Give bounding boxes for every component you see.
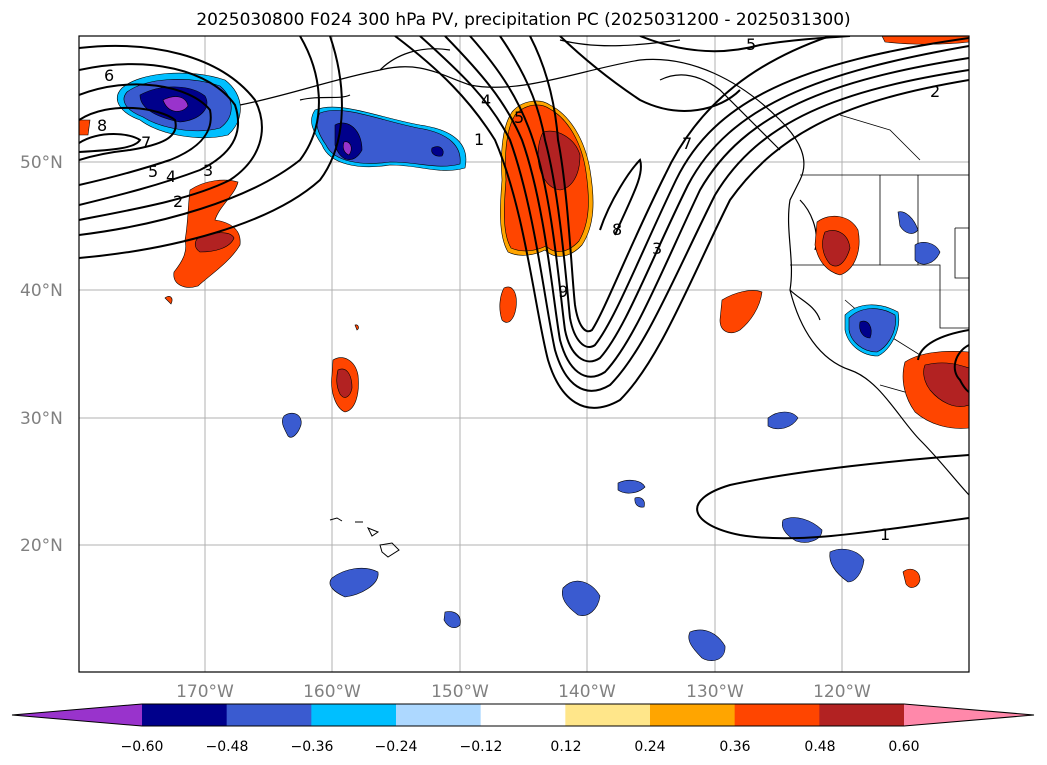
lon-label: 160°W: [303, 682, 361, 702]
lat-label: 30°N: [20, 409, 63, 429]
colorbar: [11, 703, 1035, 727]
lon-label: 150°W: [431, 682, 489, 702]
colorbar-tick-label: 0.24: [634, 739, 665, 755]
contour-label: 4: [481, 91, 491, 110]
colorbar-swatch: [480, 704, 566, 726]
contour-label: 3: [203, 161, 213, 180]
pv-contour-labels: 6 8 7 5 4 3 2 4 5 1 7 8 3 9 5 2 1: [97, 35, 940, 544]
contour-label: 5: [746, 35, 756, 54]
colorbar-swatch: [142, 704, 228, 726]
contour-label: 4: [166, 167, 176, 186]
contour-label: 1: [880, 525, 890, 544]
colorbar-tick-label: −0.36: [291, 739, 334, 755]
contour-label: 5: [148, 162, 158, 181]
lat-label: 50°N: [20, 153, 63, 173]
colorbar-tick-label: −0.48: [206, 739, 249, 755]
colorbar-tick-label: 0.12: [550, 739, 581, 755]
contour-label: 5: [514, 108, 524, 127]
colorbar-ticks: −0.60 −0.48 −0.36 −0.24 −0.12 0.12 0.24 …: [121, 739, 920, 755]
colorbar-tick-label: −0.12: [460, 739, 503, 755]
colorbar-swatch: [650, 704, 736, 726]
colorbar-tick-label: 0.48: [804, 739, 835, 755]
lon-label: 140°W: [558, 682, 616, 702]
colorbar-swatch: [565, 704, 651, 726]
positive-anomaly-areas: [79, 36, 969, 588]
colorbar-tick-label: 0.60: [888, 739, 919, 755]
colorbar-outline: [11, 703, 1035, 727]
contour-label: 8: [612, 220, 622, 239]
contour-label: 7: [682, 134, 692, 153]
colorbar-swatch: [226, 704, 312, 726]
contour-label: 6: [104, 66, 114, 85]
lon-label: 130°W: [686, 682, 744, 702]
lon-label: 120°W: [813, 682, 871, 702]
map-frame: [78, 35, 970, 673]
map-title: 2025030800 F024 300 hPa PV, precipitatio…: [196, 10, 851, 30]
contour-label: 9: [558, 282, 568, 301]
hawaii-islands: [329, 517, 400, 558]
colorbar-swatch: [396, 704, 482, 726]
lat-label: 40°N: [20, 281, 63, 301]
colorbar-tick-label: 0.36: [719, 739, 750, 755]
colorbar-swatch: [311, 704, 397, 726]
contour-label: 7: [141, 133, 151, 152]
lon-label: 170°W: [176, 682, 234, 702]
contour-label: 3: [652, 239, 662, 258]
lat-label: 20°N: [20, 536, 63, 556]
colorbar-swatch: [734, 704, 820, 726]
colorbar-extend-low: [12, 704, 142, 726]
longitude-labels: 170°W 160°W 150°W 140°W 130°W 120°W: [176, 682, 871, 702]
coastlines: [239, 39, 969, 496]
latitude-labels: 50°N 40°N 30°N 20°N: [20, 153, 63, 556]
contour-label: 1: [474, 130, 484, 149]
colorbar-tick-label: −0.24: [375, 739, 418, 755]
contour-label: 2: [173, 192, 183, 211]
contour-label: 2: [930, 82, 940, 101]
pv-contours: [79, 36, 969, 540]
colorbar-extend-high: [904, 704, 1034, 726]
contour-label: 8: [97, 116, 107, 135]
colorbar-tick-label: −0.60: [121, 739, 164, 755]
colorbar-swatch: [819, 704, 905, 726]
